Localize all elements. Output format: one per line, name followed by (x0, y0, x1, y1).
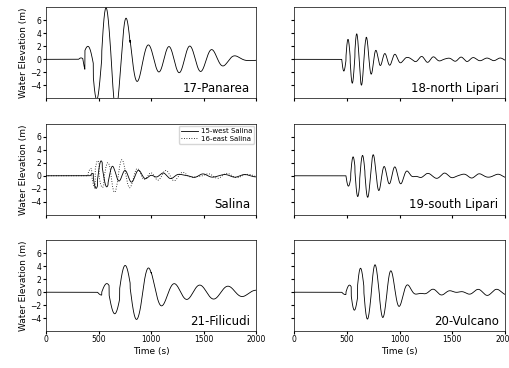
Text: 19-south Lipari: 19-south Lipari (409, 198, 498, 211)
Y-axis label: Water Elevation (m): Water Elevation (m) (19, 240, 27, 331)
Text: 21-Filicudi: 21-Filicudi (190, 315, 249, 328)
Y-axis label: Water Elevation (m): Water Elevation (m) (19, 8, 27, 98)
X-axis label: Time (s): Time (s) (381, 347, 417, 356)
Text: Salina: Salina (214, 198, 249, 211)
Text: 20-Vulcano: 20-Vulcano (433, 315, 498, 328)
Y-axis label: Water Elevation (m): Water Elevation (m) (19, 124, 27, 215)
Text: 17-Panarea: 17-Panarea (183, 82, 249, 95)
Text: 18-north Lipari: 18-north Lipari (410, 82, 498, 95)
Legend: 15-west Salina, 16-east Salina: 15-west Salina, 16-east Salina (178, 126, 254, 144)
X-axis label: Time (s): Time (s) (133, 347, 169, 356)
